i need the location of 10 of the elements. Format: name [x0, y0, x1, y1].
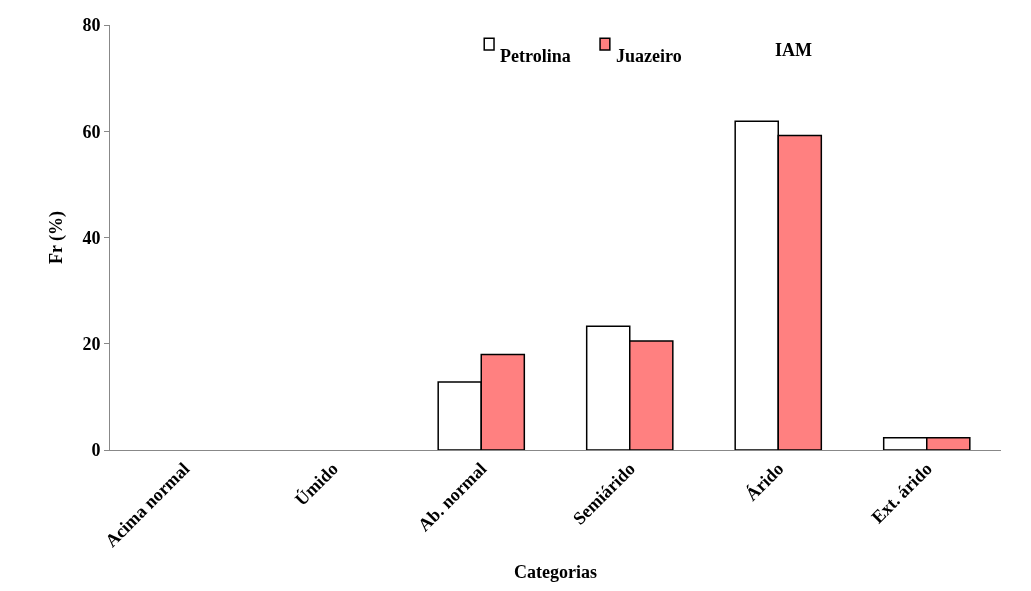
y-tick-label: 80 [82, 15, 101, 36]
legend-label: Juazeiro [616, 46, 682, 66]
legend-label: Petrolina [500, 46, 571, 66]
y-tick-label: 20 [82, 334, 101, 355]
x-axis-title: Categorias [514, 562, 597, 583]
y-tick-label: 0 [91, 440, 101, 461]
y-axis-title: Fr (%) [45, 210, 67, 265]
y-tick-label: 40 [82, 227, 101, 248]
annotation: IAM [775, 40, 812, 60]
y-tick-label: 60 [82, 121, 101, 142]
